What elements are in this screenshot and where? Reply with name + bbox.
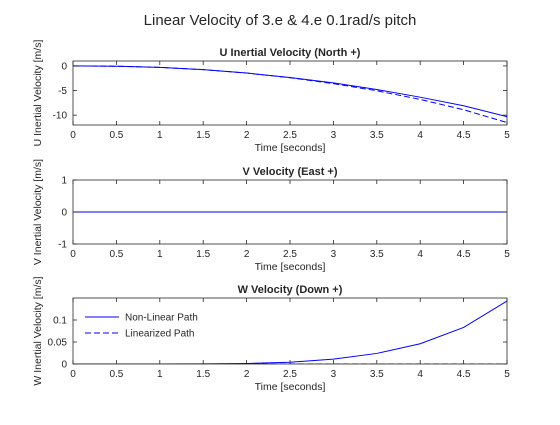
y-tick-label: 0 xyxy=(61,208,67,219)
subplot-title: W Velocity (Down +) xyxy=(238,284,343,296)
subplot-title: U Inertial Velocity (North +) xyxy=(220,47,361,59)
series-line-linearized xyxy=(73,65,507,124)
subplot-3: 0 0.5 1 1.5 2 2.5 3 3.5 4 4.5 5 0 0.05 0.1 W Velocity … xyxy=(32,276,510,393)
x-tick-label: 0.5 xyxy=(109,249,123,260)
x-tick-label: 0.5 xyxy=(109,369,123,380)
x-tick-label: 4 xyxy=(417,249,423,260)
legend-label: Linearized Path xyxy=(125,329,195,340)
x-tick-label: 0 xyxy=(70,369,76,380)
subplot-title: V Velocity (East +) xyxy=(242,166,337,178)
plot-area xyxy=(72,60,508,126)
y-axis-label: V Inertial Velocity [m/s] xyxy=(32,159,44,265)
x-tick-label: 1 xyxy=(157,369,163,380)
x-tick-label: 1 xyxy=(157,130,163,141)
x-tick-label: 2.5 xyxy=(283,369,297,380)
x-tick-label: 2.5 xyxy=(283,249,297,260)
figure-title: Linear Velocity of 3.e & 4.e 0.1rad/s pi… xyxy=(144,12,417,29)
y-axis-label: W Inertial Velocity [m/s] xyxy=(32,276,44,385)
y-tick-label: 0.1 xyxy=(53,316,67,327)
x-tick-label: 5 xyxy=(504,130,510,141)
x-axis-label: Time [seconds] xyxy=(255,142,326,154)
x-tick-label: 0 xyxy=(70,249,76,260)
x-tick-label: 5 xyxy=(504,369,510,380)
x-tick-label: 3.5 xyxy=(370,249,384,260)
x-tick-label: 1.5 xyxy=(196,369,210,380)
subplot-2: 0 0.5 1 1.5 2 2.5 3 3.5 4 4.5 510-1V Velocity (Eas… xyxy=(32,159,510,273)
y-tick-label: -5 xyxy=(58,86,67,97)
x-axis-label: Time [seconds] xyxy=(255,261,326,273)
plot-area xyxy=(72,297,508,365)
x-tick-label: 1.5 xyxy=(196,249,210,260)
x-tick-label: 3 xyxy=(331,249,337,260)
x-tick-label: 1.5 xyxy=(196,130,210,141)
x-tick-label: 2.5 xyxy=(283,130,297,141)
x-tick-label: 4.5 xyxy=(457,369,471,380)
x-tick-label: 5 xyxy=(504,249,510,260)
y-tick-label: 1 xyxy=(61,176,67,187)
x-tick-label: 2 xyxy=(244,369,250,380)
y-axis-label: U Inertial Velocity [m/s] xyxy=(32,40,44,147)
x-tick-label: 3.5 xyxy=(370,369,384,380)
x-tick-label: 0 xyxy=(70,130,76,141)
y-tick-label: 0 xyxy=(61,360,67,371)
legend: Non-Linear Path Linearized Path xyxy=(85,313,198,340)
y-tick-label: 0.05 xyxy=(48,338,68,349)
x-tick-label: 4.5 xyxy=(457,130,471,141)
x-tick-label: 3.5 xyxy=(370,130,384,141)
x-tick-label: 4 xyxy=(417,130,423,141)
y-tick-label: 0 xyxy=(61,61,67,72)
x-tick-label: 4.5 xyxy=(457,249,471,260)
x-tick-label: 3 xyxy=(331,369,337,380)
legend-label: Non-Linear Path xyxy=(125,313,198,324)
x-tick-label: 2 xyxy=(244,249,250,260)
x-tick-label: 3 xyxy=(331,130,337,141)
x-tick-label: 2 xyxy=(244,130,250,141)
y-tick-label: -1 xyxy=(58,240,67,251)
x-axis-label: Time [seconds] xyxy=(255,381,326,393)
x-tick-label: 1 xyxy=(157,249,163,260)
x-tick-label: 4 xyxy=(417,369,423,380)
subplot-1: 0 0.5 1 1.5 2 2.5 3 3.5 4 4.5 5 0 -5 -10 U Inertial Ve… xyxy=(32,40,510,154)
y-tick-label: -10 xyxy=(53,111,68,122)
x-tick-label: 0.5 xyxy=(109,130,123,141)
